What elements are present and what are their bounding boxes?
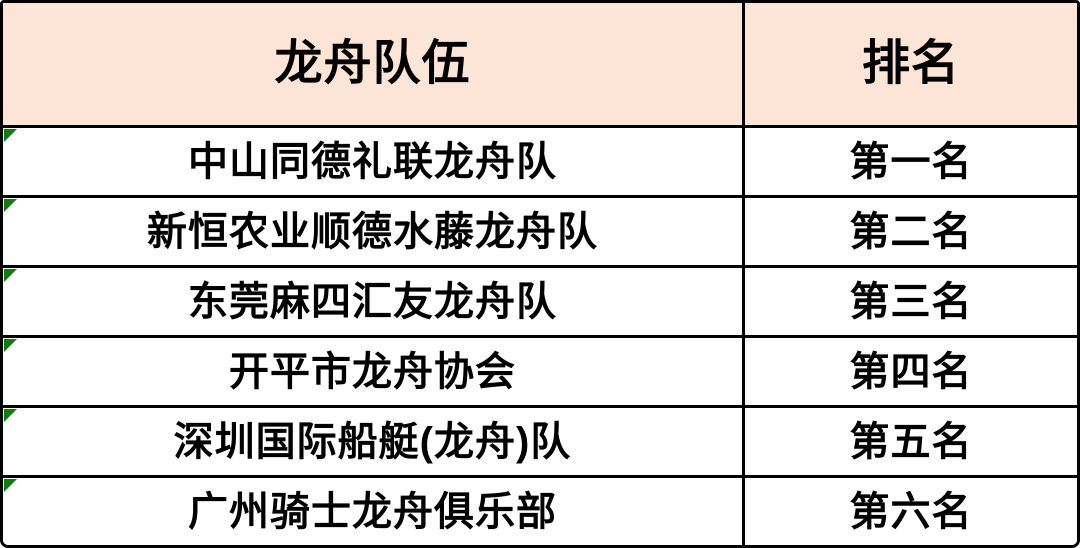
- rank-cell: 第四名: [745, 338, 1077, 405]
- table-row: 深圳国际船艇(龙舟)队 第五名: [3, 408, 1077, 478]
- team-cell: 深圳国际船艇(龙舟)队: [3, 408, 745, 475]
- table-row: 广州骑士龙舟俱乐部 第六名: [3, 478, 1077, 545]
- rank-cell: 第二名: [745, 198, 1077, 265]
- rank-cell: 第六名: [745, 478, 1077, 545]
- team-cell: 广州骑士龙舟俱乐部: [3, 478, 745, 545]
- header-cell-team: 龙舟队伍: [3, 3, 745, 125]
- team-name: 新恒农业顺德水藤龙舟队: [147, 209, 598, 254]
- team-name: 深圳国际船艇(龙舟)队: [173, 419, 572, 464]
- rank-label: 第二名: [849, 209, 973, 254]
- cell-error-indicator-icon: [4, 409, 17, 422]
- team-name: 中山同德礼联龙舟队: [188, 139, 557, 184]
- cell-error-indicator-icon: [4, 129, 17, 142]
- table-row: 中山同德礼联龙舟队 第一名: [3, 128, 1077, 198]
- rank-cell: 第一名: [745, 128, 1077, 195]
- table-header-row: 龙舟队伍 排名: [3, 3, 1077, 128]
- cell-error-indicator-icon: [4, 269, 17, 282]
- cell-error-indicator-icon: [4, 479, 17, 492]
- team-name: 广州骑士龙舟俱乐部: [188, 489, 557, 534]
- rank-label: 第五名: [849, 419, 973, 464]
- team-name: 东莞麻四汇友龙舟队: [188, 279, 557, 324]
- header-cell-rank: 排名: [745, 3, 1077, 125]
- rank-cell: 第五名: [745, 408, 1077, 475]
- table-row: 开平市龙舟协会 第四名: [3, 338, 1077, 408]
- table-row: 新恒农业顺德水藤龙舟队 第二名: [3, 198, 1077, 268]
- team-cell: 中山同德礼联龙舟队: [3, 128, 745, 195]
- rank-cell: 第三名: [745, 268, 1077, 335]
- team-name: 开平市龙舟协会: [229, 349, 516, 394]
- header-label-rank: 排名: [861, 37, 960, 90]
- rank-label: 第一名: [849, 139, 973, 184]
- cell-error-indicator-icon: [4, 199, 17, 212]
- rank-label: 第六名: [849, 489, 973, 534]
- rank-label: 第四名: [849, 349, 973, 394]
- team-cell: 开平市龙舟协会: [3, 338, 745, 405]
- rank-label: 第三名: [849, 279, 973, 324]
- team-cell: 东莞麻四汇友龙舟队: [3, 268, 745, 335]
- header-label-team: 龙舟队伍: [274, 37, 471, 90]
- table-row: 东莞麻四汇友龙舟队 第三名: [3, 268, 1077, 338]
- cell-error-indicator-icon: [4, 339, 17, 352]
- team-cell: 新恒农业顺德水藤龙舟队: [3, 198, 745, 265]
